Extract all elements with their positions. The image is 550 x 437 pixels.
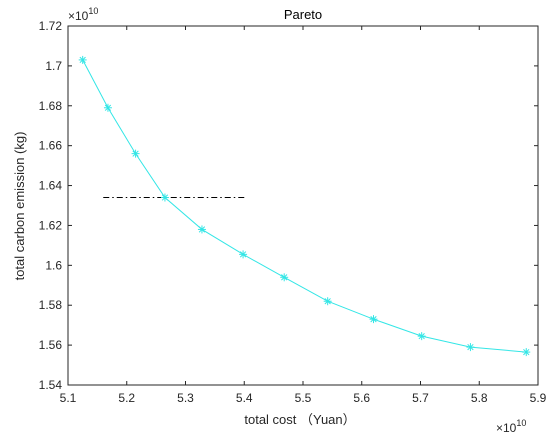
y-tick-label: 1.54	[39, 378, 63, 392]
x-tick-label: 5.2	[118, 391, 135, 405]
svg-text:×1010: ×1010	[496, 418, 526, 435]
plot-area	[67, 25, 539, 386]
data-point	[131, 149, 140, 158]
y-tick-label: 1.72	[39, 19, 63, 33]
y-multiplier: ×1010	[68, 6, 98, 23]
x-multiplier-exp: 10	[516, 418, 526, 428]
x-tick-label: 5.9	[530, 391, 547, 405]
y-ticks: 1.54 1.56 1.58 1.6 1.62 1.64 1.66 1.68 1.7 1.72	[39, 19, 538, 392]
y-tick-label: 1.62	[39, 218, 63, 232]
data-point	[197, 225, 206, 234]
chart-title: Pareto	[284, 7, 322, 22]
x-tick-label: 5.1	[60, 391, 77, 405]
x-ticks: 5.1 5.2 5.3 5.4 5.5 5.6 5.7 5.8 5.9	[60, 26, 547, 405]
x-multiplier-base: ×10	[496, 421, 517, 435]
y-tick-label: 1.66	[39, 139, 63, 153]
data-point	[103, 103, 112, 112]
x-axis-label: total cost （Yuan）	[244, 412, 355, 427]
y-tick-label: 1.64	[39, 179, 63, 193]
data-point	[239, 250, 248, 259]
y-tick-label: 1.58	[39, 298, 63, 312]
y-tick-label: 1.56	[39, 338, 63, 352]
data-point	[417, 332, 426, 341]
x-tick-label: 5.4	[236, 391, 253, 405]
y-tick-label: 1.6	[45, 258, 62, 272]
data-point	[369, 315, 378, 324]
data-point	[280, 273, 289, 282]
data-point	[466, 343, 475, 352]
x-tick-label: 5.7	[412, 391, 429, 405]
y-multiplier-exp: 10	[88, 6, 98, 16]
data-point	[78, 55, 87, 64]
x-tick-label: 5.6	[353, 391, 370, 405]
y-tick-label: 1.7	[45, 59, 62, 73]
data-point	[323, 297, 332, 306]
y-axis-label: total carbon emission (kg)	[12, 132, 27, 281]
series-line	[82, 59, 527, 353]
x-tick-label: 5.5	[295, 391, 312, 405]
data-point	[160, 193, 169, 202]
svg-text:×1010: ×1010	[68, 6, 98, 23]
x-tick-label: 5.8	[471, 391, 488, 405]
x-multiplier: ×1010	[496, 418, 526, 435]
series-layer	[78, 55, 531, 357]
y-tick-label: 1.68	[39, 99, 63, 113]
data-point	[522, 348, 531, 357]
x-tick-label: 5.3	[177, 391, 194, 405]
y-multiplier-base: ×10	[68, 9, 89, 23]
